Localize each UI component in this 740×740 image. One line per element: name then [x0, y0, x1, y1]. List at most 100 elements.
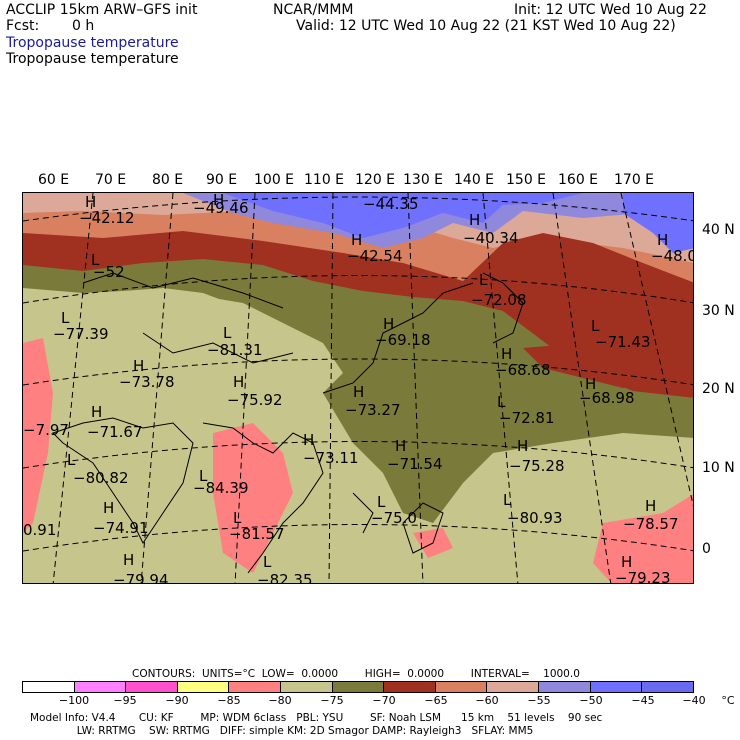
- extremum-symbol: L: [199, 467, 208, 485]
- field-khaki-tibet: [93, 293, 343, 403]
- lon-label: 100 E: [254, 172, 295, 188]
- extremum-value: 0.91: [23, 521, 56, 539]
- extremum-value: −68.98: [579, 389, 635, 407]
- extremum-value: −75.28: [509, 457, 565, 475]
- extremum-symbol: H: [645, 497, 656, 515]
- extremum-symbol: L: [503, 491, 512, 509]
- lon-label: 80 E: [152, 172, 184, 188]
- extremum-symbol: L: [233, 509, 242, 527]
- extremum-value: −71.43: [595, 333, 651, 351]
- field-band-darkred: [23, 231, 693, 398]
- field-salmon-west: [23, 338, 53, 533]
- extremum-symbol: H: [383, 315, 394, 333]
- extremum-symbol: H: [303, 431, 314, 449]
- lon-label: 150 E: [506, 172, 547, 188]
- colorbar-bin: [642, 682, 693, 692]
- lon-label: 60 E: [38, 172, 70, 188]
- extremum-value: −72.08: [471, 291, 527, 309]
- extremum-value: −68.68: [495, 361, 551, 379]
- extremum-value: −69.18: [375, 331, 431, 349]
- tropopause-temperature-map: H −42.12 H −49.46 −44.35 H −42.54 H −40.…: [23, 193, 694, 584]
- valid-time: Valid: 12 UTC Wed 10 Aug 22 (21 KST Wed …: [296, 18, 676, 34]
- extremum-symbol: H: [213, 193, 224, 209]
- lat-label: 10 N: [702, 460, 735, 476]
- extremum-value: −84.39: [193, 479, 249, 497]
- init-time: Init: 12 UTC Wed 10 Aug 22: [514, 2, 707, 18]
- colorbar-label: −80: [268, 694, 292, 707]
- extremum-symbol: H: [91, 403, 102, 421]
- colorbar-bin: [126, 682, 178, 692]
- colorbar-label: −95: [113, 694, 137, 707]
- extremum-value: −82.35: [257, 571, 313, 584]
- extremum-symbol: L: [91, 251, 100, 269]
- colorbar-label: −40: [682, 694, 706, 707]
- extremum-symbol: H: [501, 345, 512, 363]
- map-panel: H −42.12 H −49.46 −44.35 H −42.54 H −40.…: [22, 192, 694, 584]
- extremum-symbol: H: [85, 193, 96, 211]
- extremum-symbol: H: [621, 553, 632, 571]
- extremum-symbol: H: [133, 357, 144, 375]
- field-salmon-indochina: [213, 423, 293, 573]
- extremum-symbol: H: [123, 551, 134, 569]
- forecast-hour: 0 h: [72, 18, 95, 34]
- colorbar-bin: [74, 682, 127, 692]
- extremum-symbol: H: [103, 499, 114, 517]
- colorbar-label: −60: [475, 694, 499, 707]
- extremum-symbol: H: [517, 437, 528, 455]
- extremum-value: −48.0: [651, 247, 694, 265]
- colorbar-label: −70: [372, 694, 396, 707]
- lat-label: 0: [702, 541, 711, 557]
- model-info-line-2: LW: RRTMG SW: RRTMG DIFF: simple KM: 2D …: [30, 725, 534, 737]
- extremum-symbol: H: [585, 375, 596, 393]
- extremum-symbol: L: [377, 493, 386, 511]
- lon-label: 70 E: [95, 172, 127, 188]
- extremum-value: −72.81: [499, 409, 555, 427]
- colorbar-bin: [487, 682, 540, 692]
- field-streak-red: [523, 343, 663, 388]
- colorbar-bin: [23, 682, 75, 692]
- extremum-value: −71.54: [387, 455, 443, 473]
- colorbar-label: −75: [320, 694, 344, 707]
- extremum-symbol: H: [469, 211, 480, 229]
- extremum-symbol: L: [591, 317, 600, 335]
- lat-label: 30 N: [702, 303, 735, 319]
- extremum-symbol: H: [395, 437, 406, 455]
- field-salmon-east: [593, 494, 693, 583]
- colorbar-label: −85: [217, 694, 241, 707]
- lat-label: 40 N: [702, 222, 735, 238]
- extremum-symbol: H: [351, 231, 362, 249]
- colorbar-bin: [590, 682, 643, 692]
- field-title-blue: Tropopause temperature: [6, 35, 179, 51]
- extremum-value: −7.97: [23, 421, 69, 439]
- contours-info: CONTOURS: UNITS=°C LOW= 0.0000 HIGH= 0.0…: [132, 668, 580, 680]
- extremum-value: −79.94: [113, 571, 169, 584]
- field-band-olive: [23, 259, 693, 523]
- forecast-label: Fcst:: [6, 18, 40, 34]
- extremum-value: −78.57: [623, 515, 679, 533]
- colorbar-bin: [177, 682, 230, 692]
- model-title: ACCLIP 15km ARW–GFS init: [6, 2, 198, 18]
- colorbar-label: −100: [58, 694, 90, 707]
- extremum-value: −49.46: [193, 199, 249, 217]
- extremum-symbol: L: [263, 553, 272, 571]
- extremum-value: −77.39: [53, 325, 109, 343]
- extremum-value: −73.11: [303, 449, 359, 467]
- lat-label: 20 N: [702, 381, 735, 397]
- extremum-value: −81.31: [207, 341, 263, 359]
- extremum-value: −74.91: [93, 519, 149, 537]
- extremum-value: −73.27: [345, 401, 401, 419]
- colorbar: [22, 681, 694, 693]
- colorbar-bin: [332, 682, 385, 692]
- center-name: NCAR/MMM: [273, 2, 354, 18]
- extremum-symbol: H: [233, 373, 244, 391]
- field-band-blue-east: [623, 193, 693, 253]
- extremum-symbol: L: [479, 271, 488, 289]
- colorbar-bin: [435, 682, 488, 692]
- extremum-symbol: L: [497, 393, 506, 411]
- colorbar-unit: °C: [721, 694, 735, 707]
- model-info-line-1: Model Info: V4.4 CU: KF MP: WDM 6class P…: [30, 712, 603, 724]
- extremum-value: −75.0: [371, 509, 417, 527]
- extremum-value: −42.12: [79, 209, 135, 227]
- lon-label: 130 E: [403, 172, 444, 188]
- coastlines: [52, 272, 524, 574]
